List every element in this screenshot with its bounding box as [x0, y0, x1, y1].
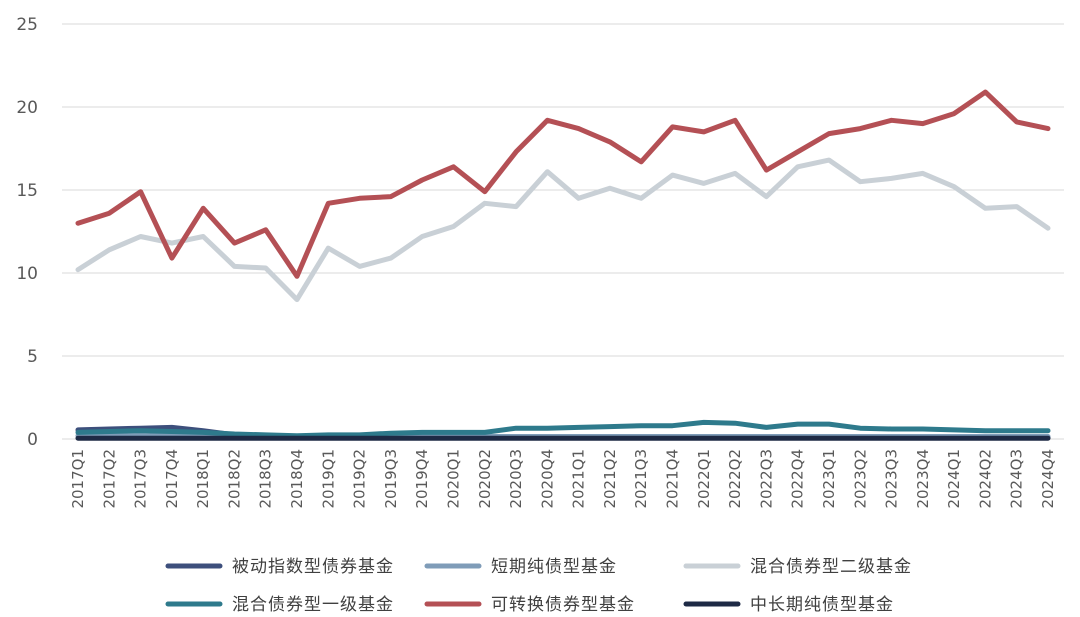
- x-tick-label: 2017Q3: [132, 449, 150, 509]
- x-tick-label: 2019Q4: [413, 449, 431, 509]
- legend-label: 混合债券型一级基金: [232, 595, 394, 615]
- x-tick-label: 2022Q1: [695, 449, 713, 509]
- y-tick-label: 10: [16, 264, 38, 284]
- x-tick-label: 2021Q3: [632, 449, 650, 509]
- x-tick-label: 2019Q2: [351, 449, 369, 509]
- series-line: [75, 89, 1051, 279]
- x-tick-label: 2021Q4: [664, 449, 682, 509]
- legend-label: 短期纯债型基金: [491, 557, 617, 577]
- series-lines: [75, 89, 1051, 441]
- legend-label: 混合债券型二级基金: [750, 557, 912, 577]
- y-tick-label: 25: [16, 15, 38, 35]
- x-tick-label: 2018Q1: [194, 449, 212, 509]
- x-tick-label: 2024Q2: [976, 449, 994, 509]
- x-tick-label: 2020Q2: [476, 449, 494, 509]
- x-tick-label: 2023Q2: [851, 449, 869, 509]
- x-tick-label: 2023Q1: [820, 449, 838, 509]
- x-tick-label: 2022Q2: [726, 449, 744, 509]
- x-tick-label: 2021Q2: [601, 449, 619, 509]
- y-axis: 0 5 10 15 20 25: [16, 15, 38, 450]
- x-tick-label: 2024Q4: [1039, 449, 1057, 509]
- x-tick-label: 2017Q4: [163, 449, 181, 509]
- x-tick-label: 2024Q3: [1008, 449, 1026, 509]
- y-tick-label: 0: [27, 430, 38, 450]
- x-axis: 2017Q1 2017Q2 2017Q3 2017Q4 2018Q1 2018Q2 2018…: [69, 449, 1057, 509]
- x-tick-label: 2024Q1: [945, 449, 963, 509]
- x-tick-label: 2018Q3: [257, 449, 275, 509]
- series-line: [75, 157, 1051, 303]
- legend-label: 被动指数型债券基金: [232, 557, 394, 577]
- x-tick-label: 2020Q3: [507, 449, 525, 509]
- legend-label: 中长期纯债型基金: [750, 595, 894, 615]
- y-tick-label: 20: [16, 98, 38, 118]
- x-tick-label: 2019Q1: [319, 449, 337, 509]
- y-tick-label: 15: [16, 181, 38, 201]
- x-tick-label: 2018Q4: [288, 449, 306, 509]
- legend-label: 可转换债券型基金: [491, 595, 635, 615]
- x-tick-label: 2020Q1: [444, 449, 462, 509]
- x-tick-label: 2022Q4: [789, 449, 807, 509]
- x-tick-label: 2020Q4: [538, 449, 556, 509]
- x-tick-label: 2023Q4: [914, 449, 932, 509]
- x-tick-label: 2018Q2: [225, 449, 243, 509]
- series-line: [75, 419, 1051, 439]
- x-tick-label: 2023Q3: [883, 449, 901, 509]
- y-tick-label: 5: [27, 347, 38, 367]
- gridlines: [62, 23, 1064, 440]
- x-tick-label: 2017Q1: [69, 449, 87, 509]
- x-tick-label: 2017Q2: [100, 449, 118, 509]
- x-tick-label: 2021Q1: [570, 449, 588, 509]
- x-tick-label: 2019Q3: [382, 449, 400, 509]
- x-tick-label: 2022Q3: [757, 449, 775, 509]
